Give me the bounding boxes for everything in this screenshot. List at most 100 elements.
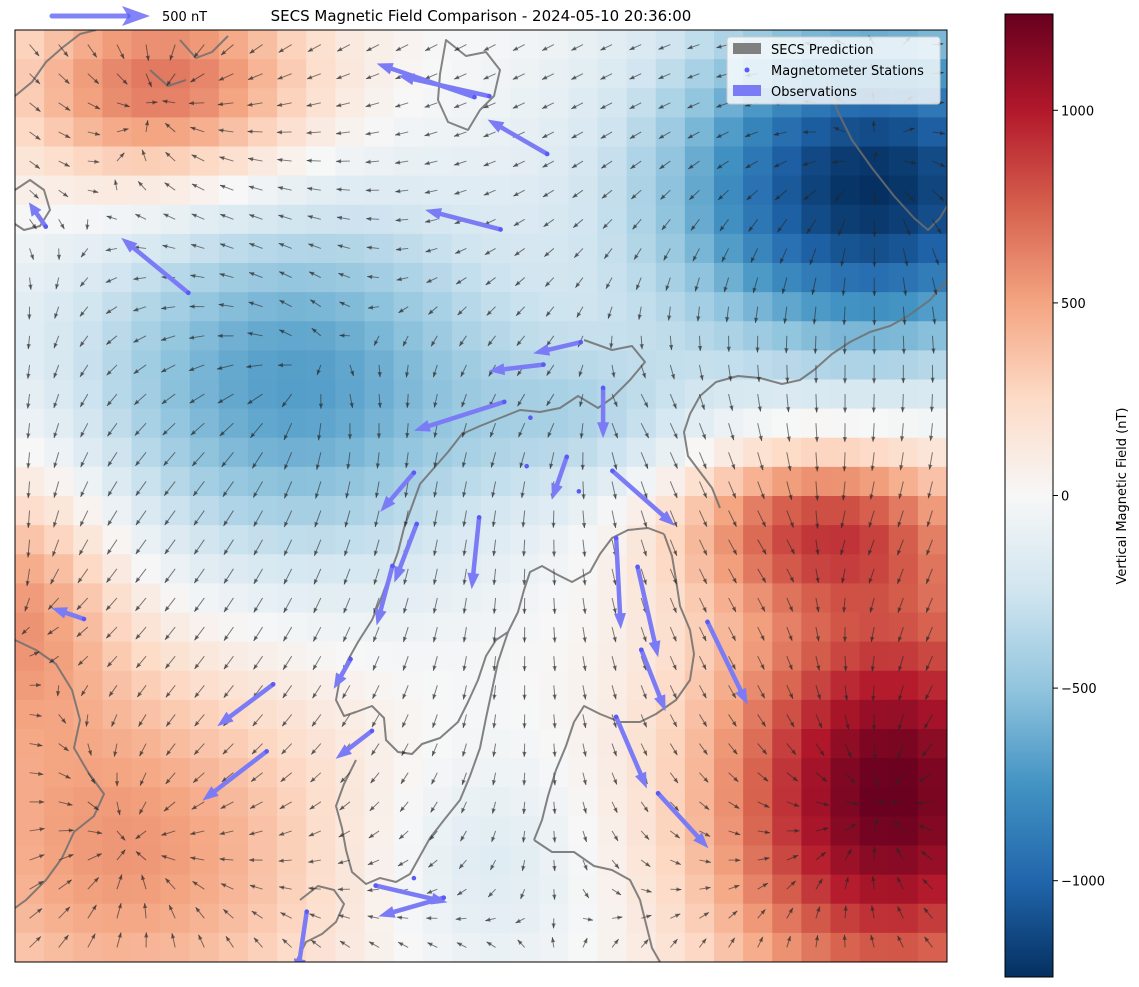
vertical-field-heatmap — [15, 30, 947, 962]
prediction-arrow-head — [308, 859, 314, 864]
prediction-arrow-head — [732, 521, 737, 527]
heatmap-cell — [801, 903, 832, 934]
prediction-arrow-head — [702, 492, 707, 499]
heatmap-cell — [510, 204, 540, 235]
prediction-arrow-head — [847, 752, 852, 758]
prediction-arrow-head — [761, 549, 767, 555]
prediction-arrow-head — [814, 436, 819, 443]
prediction-arrow-head — [792, 855, 799, 860]
prediction-arrow-head — [113, 179, 119, 185]
prediction-arrow-head — [571, 104, 577, 109]
heatmap-cell — [160, 874, 191, 905]
prediction-arrow-head — [687, 134, 694, 139]
prediction-arrow-head — [251, 776, 257, 782]
prediction-arrow-head — [552, 694, 557, 700]
prediction-arrow-head — [428, 309, 434, 315]
prediction-arrow-head — [190, 830, 196, 836]
heatmap-cell — [335, 204, 366, 235]
prediction-arrow-head — [190, 126, 196, 131]
prediction-arrow-head — [667, 315, 672, 321]
prediction-arrow-head — [732, 577, 737, 584]
prediction-arrow-head — [120, 835, 126, 841]
prediction-arrow-head — [773, 131, 780, 137]
prediction-arrow-head — [377, 402, 383, 408]
prediction-arrow-head — [788, 664, 793, 670]
prediction-arrow-head — [522, 780, 527, 786]
observation-arrow-shaft — [554, 454, 569, 487]
heatmap-cell — [393, 845, 424, 876]
prediction-arrow-head — [96, 853, 102, 858]
prediction-arrow-head — [462, 665, 467, 671]
prediction-arrow-head — [145, 55, 150, 61]
prediction-arrow-head — [552, 665, 557, 672]
prediction-arrow-head — [93, 805, 99, 811]
heatmap-cell — [451, 117, 482, 148]
coastline-greenland-east — [15, 30, 97, 97]
heatmap-cell — [772, 146, 802, 177]
heatmap-cell — [189, 903, 220, 934]
prediction-arrow-head — [582, 751, 587, 757]
prediction-arrow-head — [339, 805, 345, 811]
observation-arrow-shaft — [397, 521, 419, 570]
prediction-arrow-head — [252, 462, 257, 469]
prediction-arrow-head — [921, 851, 927, 856]
prediction-arrow-head — [279, 300, 285, 305]
prediction-arrow-head — [613, 835, 619, 841]
prediction-arrow-head — [488, 370, 494, 377]
prediction-arrow-head — [313, 578, 319, 585]
prediction-arrow-head — [426, 916, 432, 921]
prediction-arrow-head — [699, 375, 704, 381]
prediction-arrow-head — [249, 272, 255, 277]
prediction-arrow-head — [371, 749, 376, 756]
prediction-arrow-head — [114, 781, 120, 787]
prediction-arrow-head — [552, 637, 557, 643]
prediction-arrow-head — [403, 340, 408, 347]
prediction-arrow-head — [105, 247, 111, 252]
prediction-arrow-head — [189, 398, 195, 404]
prediction-arrow-head — [874, 781, 879, 787]
prediction-arrow-head — [432, 608, 438, 614]
observation-arrow-head — [597, 422, 610, 439]
prediction-arrow-head — [676, 887, 682, 892]
station-dot — [186, 290, 191, 296]
prediction-arrow-head — [165, 692, 171, 698]
prediction-arrow-head — [813, 348, 818, 354]
heatmap-cell — [568, 146, 599, 177]
prediction-arrow-head — [457, 890, 463, 896]
prediction-arrow-head — [489, 431, 495, 438]
prediction-arrow-head — [122, 79, 128, 85]
heatmap-cell — [626, 88, 657, 118]
prediction-arrow-head — [773, 163, 780, 168]
prediction-arrow-head — [870, 465, 875, 471]
prediction-arrow-head — [704, 832, 711, 837]
heatmap-cell — [160, 816, 191, 847]
prediction-arrow-head — [614, 863, 620, 869]
prediction-arrow-head — [545, 281, 551, 287]
prediction-arrow-head — [119, 152, 125, 158]
heatmap-cell — [218, 146, 249, 177]
observation-arrow-shaft — [613, 535, 623, 616]
heatmap-cell — [306, 787, 336, 817]
prediction-arrow-head — [926, 549, 931, 556]
heatmap-cell — [393, 263, 424, 293]
prediction-arrow-head — [578, 371, 583, 377]
heatmap-cell — [481, 146, 511, 177]
observation-arrow-shaft — [655, 791, 700, 839]
prediction-arrow-head — [277, 75, 283, 80]
prediction-arrow-head — [106, 605, 111, 611]
heatmap-cell — [568, 88, 599, 118]
prediction-arrow-head — [659, 164, 665, 169]
prediction-arrow-head — [573, 222, 579, 228]
prediction-arrow-head — [162, 244, 168, 249]
heatmap-cell — [481, 30, 511, 60]
prediction-arrow-head — [815, 606, 820, 613]
heatmap-cell — [539, 175, 569, 206]
heatmap-cell — [306, 321, 336, 351]
heatmap-cell — [801, 146, 832, 177]
prediction-arrow-head — [283, 578, 289, 585]
prediction-arrow-head — [395, 188, 401, 194]
station-dot — [43, 224, 49, 229]
prediction-arrow-head — [850, 823, 856, 829]
heatmap-cell — [277, 59, 307, 89]
